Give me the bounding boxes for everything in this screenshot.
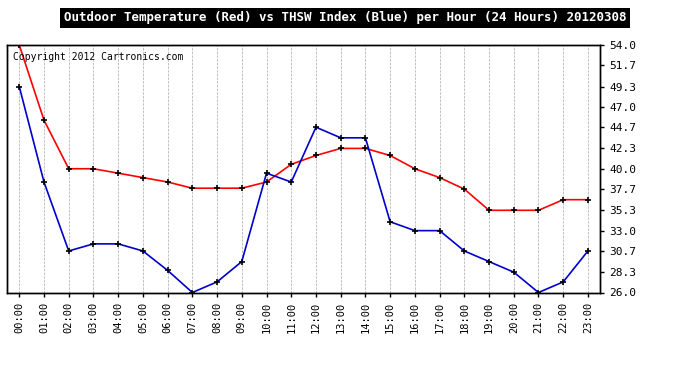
Text: Copyright 2012 Cartronics.com: Copyright 2012 Cartronics.com: [13, 53, 184, 62]
Text: Outdoor Temperature (Red) vs THSW Index (Blue) per Hour (24 Hours) 20120308: Outdoor Temperature (Red) vs THSW Index …: [63, 11, 627, 24]
